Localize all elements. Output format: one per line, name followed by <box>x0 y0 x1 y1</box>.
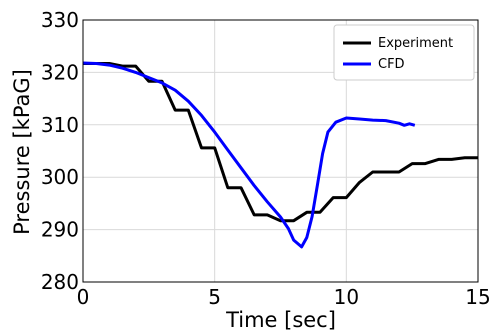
y-tick-label: 300 <box>41 165 79 189</box>
x-tick-label: 10 <box>334 285 359 309</box>
legend-box <box>333 24 475 81</box>
x-tick-label: 5 <box>208 285 221 309</box>
legend-label-cfd: CFD <box>378 57 405 72</box>
y-tick-label: 290 <box>41 218 79 242</box>
y-tick-label: 330 <box>41 8 79 32</box>
plot-frame <box>82 19 479 283</box>
legend-label-experiment: Experiment <box>378 36 453 51</box>
y-tick-label: 320 <box>41 60 79 84</box>
legend: Experiment CFD <box>333 24 475 81</box>
tick-labels: 0 5 10 15 280 290 300 310 320 330 <box>41 8 491 309</box>
y-axis-label: Pressure [kPaG] <box>10 69 34 235</box>
series-line-cfd <box>82 61 416 249</box>
x-axis-label: Time [sec] <box>225 308 336 332</box>
series-line-experiment <box>83 62 478 223</box>
x-tick-label: 0 <box>77 285 90 309</box>
series-lines <box>82 61 478 249</box>
x-tick-label: 15 <box>465 285 490 309</box>
y-tick-label: 280 <box>41 270 79 294</box>
y-tick-label: 310 <box>41 113 79 137</box>
